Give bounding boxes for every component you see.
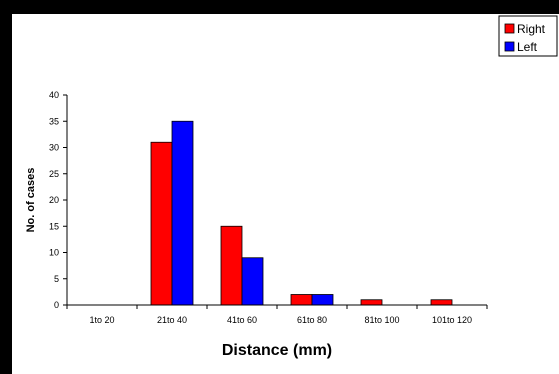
bar-left-2 xyxy=(241,257,264,306)
x-tick-label-2: 41to 60 xyxy=(227,315,257,325)
legend-label-left: Left xyxy=(517,40,538,54)
bar-right-2 xyxy=(220,225,243,306)
y-tick-label-6: 30 xyxy=(49,143,59,153)
y-tick-label-0: 0 xyxy=(54,300,59,310)
y-tick-label-3: 15 xyxy=(49,221,59,231)
y-tick-label-7: 35 xyxy=(49,116,59,126)
y-axis-ticks: 0 5 10 15 20 25 30 35 40 xyxy=(49,90,67,310)
bar-left-3 xyxy=(311,294,334,306)
bar-right-5 xyxy=(430,299,453,306)
bar-right-3 xyxy=(290,294,313,306)
x-tick-label-3: 61to 80 xyxy=(297,315,327,325)
y-tick-label-2: 10 xyxy=(49,248,59,258)
y-tick-label-1: 5 xyxy=(54,274,59,284)
bar-right-1 xyxy=(150,141,173,306)
bar-left-1 xyxy=(171,120,194,306)
bar-chart: 0 5 10 15 20 25 30 35 40 1to 20 21to 40 41to 60 61t… xyxy=(25,15,558,359)
y-tick-label-5: 25 xyxy=(49,169,59,179)
y-tick-label-4: 20 xyxy=(49,195,59,205)
x-tick-label-0: 1to 20 xyxy=(89,315,114,325)
legend-swatch-right xyxy=(504,23,515,34)
x-tick-label-1: 21to 40 xyxy=(157,315,187,325)
y-axis-title: No. of cases xyxy=(25,168,37,233)
x-tick-label-4: 81to 100 xyxy=(364,315,399,325)
x-axis-title: Distance (mm) xyxy=(222,342,332,359)
bars-layer xyxy=(150,120,453,306)
legend-label-right: Right xyxy=(517,22,546,36)
x-axis-ticks: 1to 20 21to 40 41to 60 61to 80 81to 100 101to… xyxy=(66,305,488,325)
legend-swatch-left xyxy=(504,41,515,52)
bar-right-4 xyxy=(360,299,383,306)
chart-panel: 0 5 10 15 20 25 30 35 40 1to 20 21to 40 41to 60 61t… xyxy=(12,14,559,374)
x-tick-label-5: 101to 120 xyxy=(432,315,472,325)
y-tick-label-8: 40 xyxy=(49,90,59,100)
legend: Right Left xyxy=(498,15,558,57)
